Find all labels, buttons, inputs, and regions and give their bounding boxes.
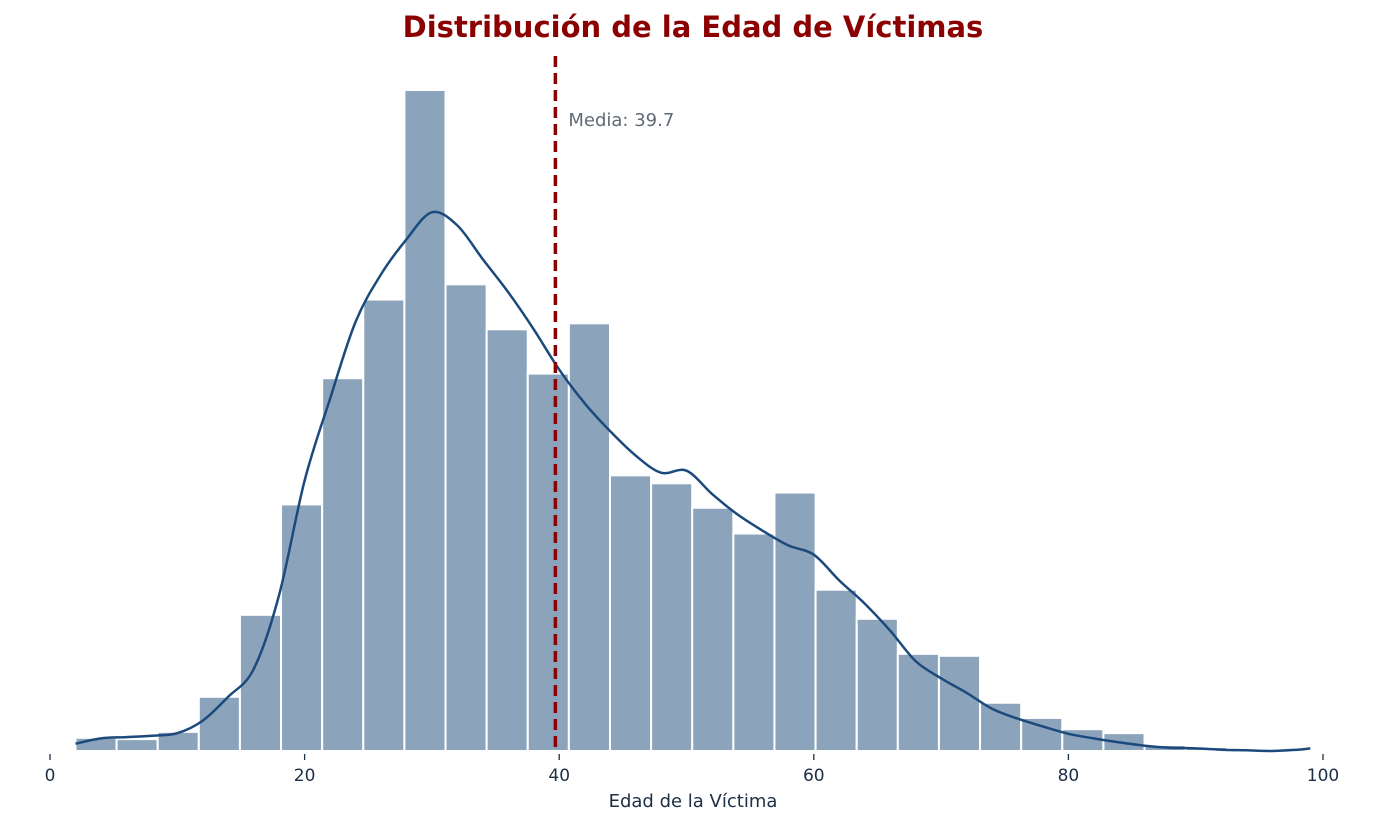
x-tick-label: 40 [548, 766, 570, 786]
histogram-bar [115, 738, 159, 752]
chart-title: Distribución de la Edad de Víctimas [403, 10, 984, 44]
mean-annotation: Media: 39.7 [568, 110, 674, 131]
kde-curve [75, 210, 1311, 753]
x-tick-label: 80 [1058, 766, 1080, 786]
histogram-bar [608, 474, 653, 752]
histogram-bar [567, 322, 611, 752]
x-axis: 0 20 40 60 80 100 [45, 754, 1339, 786]
histogram-bar [362, 298, 406, 752]
histogram-bar [937, 654, 982, 752]
x-tick-label: 0 [45, 766, 56, 786]
histogram-bars [74, 89, 1269, 753]
histogram-bar [526, 372, 570, 752]
histogram-bar [979, 701, 1023, 753]
histogram-bar [814, 588, 858, 752]
histogram-bar [444, 283, 488, 752]
histogram-bar [855, 617, 899, 752]
histogram-bar [896, 652, 940, 753]
histogram-bar [691, 506, 735, 753]
histogram-bar [197, 695, 241, 752]
histogram-bar [485, 328, 529, 752]
histogram-bar [321, 377, 365, 752]
histogram-bar [773, 491, 817, 752]
x-tick-label: 20 [294, 766, 316, 786]
x-tick-label: 60 [803, 766, 825, 786]
histogram-bar [650, 482, 694, 752]
x-tick-label: 100 [1307, 766, 1339, 786]
histogram-bar [280, 503, 324, 752]
histogram-bar [403, 89, 447, 752]
x-axis-label: Edad de la Víctima [609, 791, 778, 812]
histogram-bar [732, 532, 776, 752]
histogram-bar [238, 613, 283, 752]
